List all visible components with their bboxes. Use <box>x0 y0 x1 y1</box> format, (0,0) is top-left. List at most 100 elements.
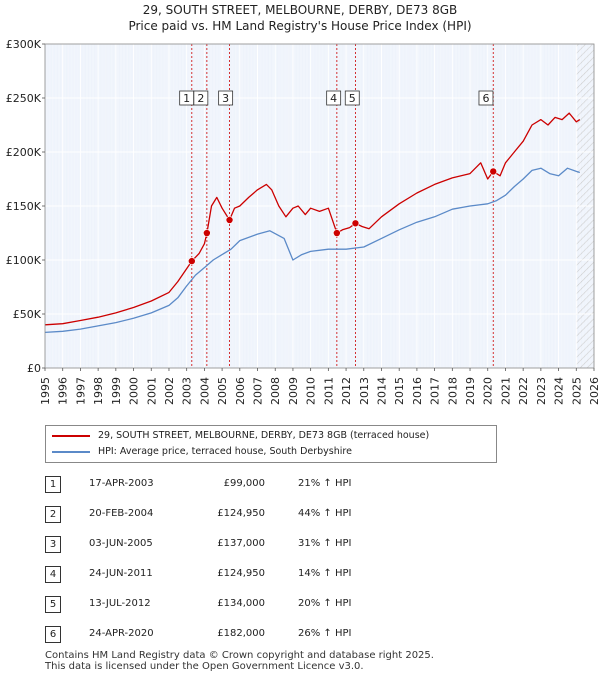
sales-table: 1 17-APR-2003 £99,000 21% ↑ HPI 2 20-FEB… <box>45 471 465 651</box>
y-tick-label: £300K <box>6 38 42 51</box>
x-tick-label: 2024 <box>553 377 566 405</box>
x-tick-label: 2001 <box>145 377 158 405</box>
x-tick-label: 2012 <box>340 377 353 405</box>
x-tick-label: 2017 <box>429 377 442 405</box>
sale-hpi-change: 14% ↑ HPI <box>298 568 352 579</box>
price-chart: 1 2 3 4 5 6 £0 £50K £100K £150K £200K £250K £300K 199… <box>6 38 600 405</box>
sale-label-frame <box>326 90 342 106</box>
sale-price: £134,000 <box>217 598 265 609</box>
sale-number: 6 <box>45 626 61 643</box>
sale-label-box-1: 1 <box>179 90 195 106</box>
sale-label-text: 6 <box>482 92 489 105</box>
sale-label-box-6: 6 <box>478 90 494 106</box>
sale-hpi-change: 20% ↑ HPI <box>298 598 352 609</box>
sale-hpi-change: 31% ↑ HPI <box>298 538 352 549</box>
sale-row: 5 13-JUL-2012 £134,000 20% ↑ HPI <box>45 591 465 621</box>
x-tick-label: 2003 <box>181 377 194 405</box>
sale-number: 2 <box>45 506 61 523</box>
sale-row: 1 17-APR-2003 £99,000 21% ↑ HPI <box>45 471 465 501</box>
chart-title-line1: 29, SOUTH STREET, MELBOURNE, DERBY, DE73… <box>142 3 458 17</box>
x-tick-label: 2008 <box>269 377 282 405</box>
sale-date: 24-APR-2020 <box>89 628 154 639</box>
y-tick-label: £200K <box>6 146 42 159</box>
y-tick-label: £150K <box>6 200 42 213</box>
sale-label-frame <box>478 90 494 106</box>
sale-label-text: 1 <box>183 92 190 105</box>
sale-label-text: 3 <box>222 92 229 105</box>
sale-number: 3 <box>45 536 61 553</box>
y-tick-label: £0 <box>27 362 41 375</box>
chart-title-line2: Price paid vs. HM Land Registry's House … <box>128 19 472 33</box>
sale-row: 2 20-FEB-2004 £124,950 44% ↑ HPI <box>45 501 465 531</box>
x-tick-label: 2025 <box>570 377 583 405</box>
sale-point-5 <box>351 219 360 228</box>
sale-price: £124,950 <box>217 568 265 579</box>
sale-price: £99,000 <box>223 478 265 489</box>
sale-date: 13-JUL-2012 <box>89 598 151 609</box>
sale-point-6 <box>489 167 498 176</box>
sale-price: £124,950 <box>217 508 265 519</box>
legend-swatch-hpi <box>52 450 90 453</box>
sale-row: 4 24-JUN-2011 £124,950 14% ↑ HPI <box>45 561 465 591</box>
x-tick-label: 1997 <box>74 377 87 405</box>
x-tick-label: 2005 <box>216 377 229 405</box>
footer-copyright: Contains HM Land Registry data © Crown c… <box>45 650 434 661</box>
chart-legend: 29, SOUTH STREET, MELBOURNE, DERBY, DE73… <box>45 425 497 463</box>
sale-hpi-change: 44% ↑ HPI <box>298 508 352 519</box>
legend-label-hpi: HPI: Average price, terraced house, Sout… <box>98 446 352 457</box>
x-tick-label: 2015 <box>393 377 406 405</box>
sale-hpi-change: 21% ↑ HPI <box>298 478 352 489</box>
x-tick-label: 2007 <box>252 377 265 405</box>
x-tick-label: 2014 <box>375 377 388 405</box>
sale-row: 3 03-JUN-2005 £137,000 31% ↑ HPI <box>45 531 465 561</box>
x-tick-label: 2023 <box>535 377 548 405</box>
sale-label-box-4: 4 <box>326 90 342 106</box>
sale-hpi-change: 26% ↑ HPI <box>298 628 352 639</box>
sale-point-2 <box>203 229 211 237</box>
hpi-line <box>44 167 580 334</box>
y-tick-label: £100K <box>6 254 42 267</box>
x-tick-label: 2000 <box>128 377 141 405</box>
x-tick-label: 2016 <box>411 377 424 405</box>
sale-label-box-2: 2 <box>193 90 209 106</box>
legend-label-property: 29, SOUTH STREET, MELBOURNE, DERBY, DE73… <box>98 430 430 441</box>
sale-number: 1 <box>45 476 61 493</box>
x-tick-label: 2011 <box>322 377 335 405</box>
sale-date: 20-FEB-2004 <box>89 508 154 519</box>
sale-point-1 <box>188 257 196 265</box>
sale-label-frame <box>218 90 234 106</box>
x-tick-label: 2022 <box>517 377 530 405</box>
footer-note: Contains HM Land Registry data © Crown c… <box>45 650 434 672</box>
sale-point-3 <box>225 216 234 224</box>
sale-date: 24-JUN-2011 <box>89 568 153 579</box>
x-tick-label: 1998 <box>92 377 105 405</box>
sale-number: 4 <box>45 566 61 583</box>
sale-label-box-5: 5 <box>344 90 360 106</box>
y-tick-label: £50K <box>13 308 42 321</box>
legend-item-property: 29, SOUTH STREET, MELBOURNE, DERBY, DE73… <box>52 429 429 443</box>
sale-label-text: 2 <box>197 92 204 105</box>
x-tick-label: 2021 <box>499 377 512 405</box>
sale-label-text: 5 <box>349 92 356 105</box>
x-tick-label: 2006 <box>234 377 247 405</box>
x-tick-label: 2013 <box>358 377 371 405</box>
sale-label-text: 4 <box>330 92 337 105</box>
sale-label-frame <box>193 90 209 106</box>
x-tick-label: 2020 <box>482 377 495 405</box>
chart-title: 29, SOUTH STREET, MELBOURNE, DERBY, DE73… <box>0 2 600 34</box>
x-tick-label: 2010 <box>305 377 318 405</box>
x-tick-label: 2009 <box>287 377 300 405</box>
x-tick-label: 1996 <box>57 377 70 405</box>
sale-price: £137,000 <box>217 538 265 549</box>
x-tick-label: 1995 <box>39 377 52 405</box>
x-tick-label: 2026 <box>588 377 600 405</box>
sale-price: £182,000 <box>217 628 265 639</box>
sale-label-box-3: 3 <box>218 90 234 106</box>
sale-number: 5 <box>45 596 61 613</box>
sale-point-4 <box>333 229 341 237</box>
footer-licence: This data is licensed under the Open Gov… <box>45 661 364 672</box>
x-tick-label: 2002 <box>163 377 176 405</box>
x-tick-label: 1999 <box>110 377 123 405</box>
x-tick-label: 2004 <box>198 377 211 405</box>
legend-swatch-property <box>52 434 90 437</box>
